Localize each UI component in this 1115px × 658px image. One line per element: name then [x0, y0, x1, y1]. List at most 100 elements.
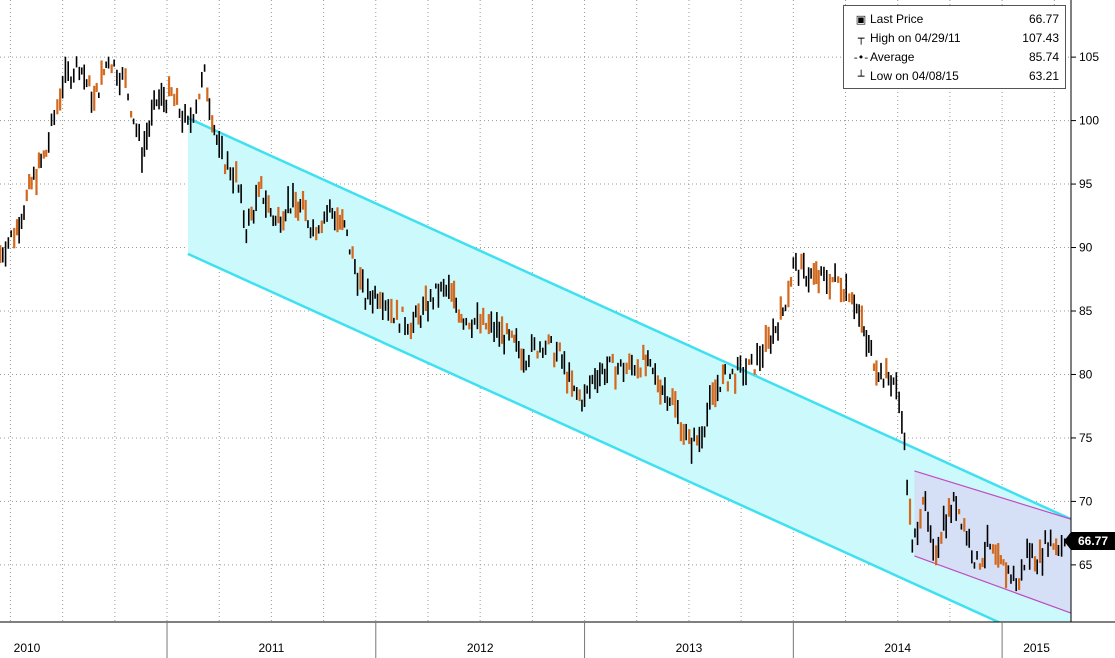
- price-bar: [739, 355, 742, 373]
- price-bar: [203, 64, 206, 72]
- price-bar: [828, 273, 831, 300]
- price-bar: [714, 379, 717, 408]
- price-bar: [542, 347, 544, 358]
- price-bar: [695, 435, 699, 446]
- price-bar: [656, 375, 660, 393]
- price-bar: [960, 523, 963, 530]
- price-bar: [971, 550, 973, 564]
- legend-label: Low on 04/08/15: [870, 69, 959, 83]
- price-bar: [550, 335, 552, 343]
- price-bar: [823, 266, 825, 282]
- price-bar: [530, 334, 533, 352]
- price-bar: [333, 211, 336, 231]
- price-bar: [10, 230, 12, 238]
- price-bar: [75, 56, 78, 68]
- price-bar: [422, 296, 424, 315]
- price-bar: [642, 344, 645, 361]
- price-bar: [30, 176, 33, 190]
- price-bar: [528, 354, 530, 368]
- price-bar: [37, 152, 41, 169]
- price-bar: [892, 377, 895, 385]
- price-bar: [141, 147, 143, 173]
- price-bar: [369, 291, 372, 305]
- price-bar: [206, 87, 209, 102]
- price-bar: [858, 304, 860, 327]
- price-bar: [834, 263, 836, 282]
- price-bar: [952, 492, 955, 502]
- price-bar: [424, 285, 427, 312]
- price-bar: [606, 356, 608, 384]
- price-bar: [226, 151, 229, 170]
- price-bar: [155, 99, 158, 107]
- price-bar: [622, 362, 625, 383]
- price-bar: [245, 229, 248, 244]
- price-bar: [160, 82, 163, 106]
- price-bar: [88, 75, 91, 87]
- price-bar: [150, 99, 153, 126]
- price-bar: [664, 377, 666, 403]
- price-bar: [533, 337, 536, 351]
- price-bar: [561, 354, 563, 369]
- price-bar: [756, 343, 758, 366]
- price-bar: [842, 288, 845, 302]
- price-bar: [18, 216, 20, 244]
- channel-upper-line: [914, 470, 1072, 520]
- price-bar: [354, 259, 356, 275]
- price-bar: [127, 93, 129, 101]
- price-bar: [522, 348, 525, 373]
- price-bar: [1057, 544, 1060, 556]
- price-bar: [67, 61, 69, 81]
- price-bar: [102, 68, 106, 76]
- price-bar: [64, 56, 67, 83]
- price-bar: [845, 273, 848, 301]
- price-bar: [163, 86, 165, 113]
- price-bar: [384, 300, 387, 311]
- price-bar: [468, 322, 471, 330]
- year-label: 2010: [14, 641, 41, 655]
- price-bar: [361, 269, 364, 293]
- price-bar: [121, 67, 124, 80]
- price-bar: [906, 479, 908, 496]
- price-bar: [294, 191, 297, 218]
- price-bar: [812, 262, 815, 285]
- legend-value: 85.74: [1028, 50, 1059, 64]
- price-bar: [72, 68, 75, 83]
- price-bar: [887, 371, 890, 386]
- y-tick-label: 70: [1079, 494, 1093, 508]
- price-bar: [957, 508, 961, 515]
- price-bar: [698, 426, 701, 453]
- price-bar: [973, 562, 976, 569]
- price-bar: [617, 362, 619, 375]
- price-bar: [802, 252, 805, 279]
- price-bar: [178, 108, 181, 118]
- price-bar: [473, 317, 476, 325]
- price-bar: [536, 350, 539, 359]
- price-bar: [929, 525, 932, 543]
- price-bar: [544, 340, 547, 355]
- price-bar: [945, 514, 947, 539]
- price-bar: [815, 261, 818, 285]
- price-bar: [61, 75, 64, 99]
- price-bar: [167, 76, 171, 97]
- price-bar: [709, 385, 711, 410]
- price-bar: [201, 71, 203, 88]
- price-bar: [476, 302, 479, 330]
- price-bar: [745, 358, 747, 386]
- price-bar: [583, 384, 586, 407]
- price-bar: [250, 206, 253, 221]
- price-bar: [32, 166, 35, 180]
- price-bar: [25, 189, 28, 202]
- price-bar: [4, 241, 7, 267]
- price-bar: [146, 122, 148, 150]
- price-bar: [401, 306, 404, 313]
- price-bar: [448, 274, 450, 299]
- price-bar: [269, 207, 272, 217]
- legend-label: Average: [870, 50, 915, 64]
- price-bar: [1038, 539, 1042, 563]
- channel-lower-line: [187, 252, 1072, 657]
- price-bar: [135, 123, 138, 138]
- price-bar: [734, 373, 737, 394]
- y-tick-label: 90: [1079, 241, 1093, 255]
- y-tick-label: 95: [1079, 177, 1093, 191]
- price-bar: [262, 197, 265, 205]
